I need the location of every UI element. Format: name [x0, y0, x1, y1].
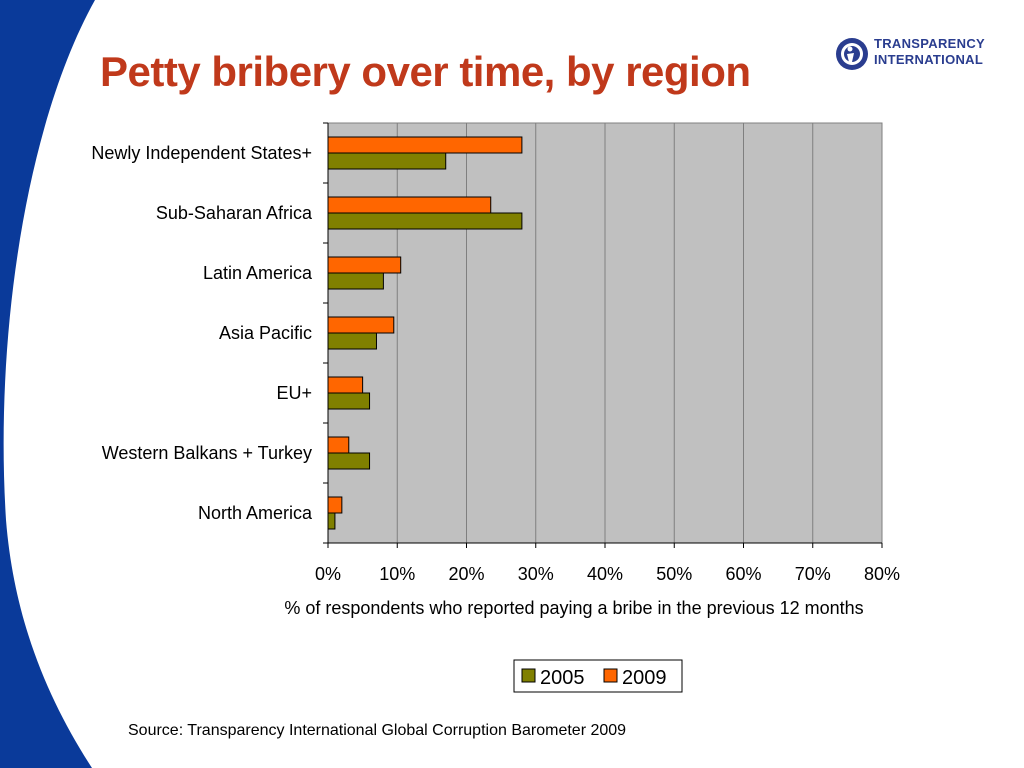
x-tick-label-10: 10%: [379, 564, 415, 584]
category-label-0: Newly Independent States+: [91, 143, 312, 163]
x-tick-label-60: 60%: [725, 564, 761, 584]
gridlines: [396, 123, 883, 543]
x-tick-label-70: 70%: [795, 564, 831, 584]
bar-2005-6: [327, 512, 336, 530]
bar-2009-0: [327, 136, 523, 154]
category-label-4: EU+: [276, 383, 312, 403]
legend: 2005 2009: [513, 659, 683, 693]
category-label-1: Sub-Saharan Africa: [156, 203, 313, 223]
category-label-6: North America: [198, 503, 313, 523]
x-tick-label-50: 50%: [656, 564, 692, 584]
bar-2005-5: [327, 452, 371, 470]
slide-title: Petty bribery over time, by region: [100, 48, 751, 95]
legend-box: [513, 659, 683, 693]
legend-swatch-2009: [603, 668, 618, 683]
logo-text-line-1: TRANSPARENCY: [874, 36, 985, 51]
x-tick-labels: 0% 10% 20% 30% 40% 50% 60% 70% 80%: [315, 564, 900, 584]
x-tick-label-0: 0%: [315, 564, 341, 584]
x-axis-title: % of respondents who reported paying a b…: [284, 598, 863, 618]
bars: [327, 136, 523, 530]
x-tick-label-30: 30%: [518, 564, 554, 584]
legend-label-2005: 2005: [540, 667, 585, 689]
category-label-5: Western Balkans + Turkey: [102, 443, 312, 463]
x-tick-label-20: 20%: [448, 564, 484, 584]
bar-2009-3: [327, 316, 395, 334]
bar-2009-6: [327, 496, 343, 514]
ti-logo-icon: [836, 38, 868, 70]
logo-text-line-2: INTERNATIONAL: [874, 52, 984, 67]
source-note: Source: Transparency International Globa…: [128, 722, 627, 739]
transparency-international-logo: TRANSPARENCY INTERNATIONAL: [832, 34, 1012, 74]
x-tick-label-40: 40%: [587, 564, 623, 584]
bar-2005-3: [327, 332, 377, 350]
bar-2005-1: [327, 212, 523, 230]
bar-2005-2: [327, 272, 384, 290]
legend-swatch-2005: [521, 668, 536, 683]
bar-2009-1: [327, 196, 492, 214]
bar-2005-4: [327, 392, 371, 410]
category-label-2: Latin America: [203, 263, 313, 283]
category-label-3: Asia Pacific: [219, 323, 312, 343]
bar-2009-2: [327, 256, 402, 274]
bar-2009-5: [327, 436, 350, 454]
bar-2009-4: [327, 376, 364, 394]
legend-label-2009: 2009: [622, 667, 667, 689]
bar-2005-0: [327, 152, 447, 170]
x-tick-label-80: 80%: [864, 564, 900, 584]
category-labels: Newly Independent States+ Sub-Saharan Afr…: [91, 143, 313, 523]
